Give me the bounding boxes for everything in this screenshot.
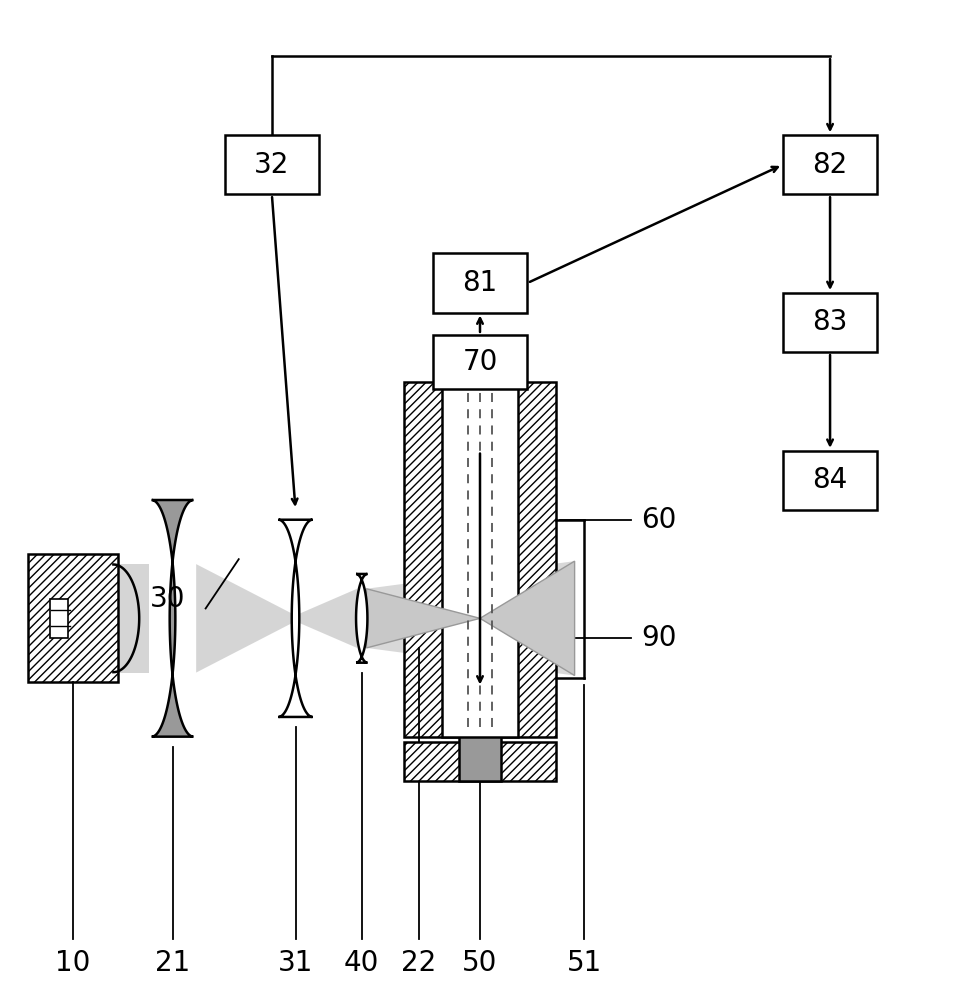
Polygon shape (367, 589, 480, 648)
Polygon shape (296, 589, 357, 648)
Text: 90: 90 (641, 624, 677, 652)
Text: 83: 83 (812, 308, 848, 336)
Text: 22: 22 (401, 949, 436, 977)
Polygon shape (367, 589, 480, 648)
Bar (782, 293, 877, 352)
Polygon shape (367, 561, 575, 676)
Bar (433, 335, 527, 389)
Text: 81: 81 (463, 269, 497, 297)
Bar (28, 554, 118, 682)
Bar (404, 742, 556, 781)
Text: 31: 31 (277, 949, 313, 977)
Polygon shape (480, 561, 575, 676)
Text: 50: 50 (463, 949, 497, 977)
Text: 21: 21 (155, 949, 190, 977)
Text: 30: 30 (150, 585, 185, 613)
Bar (50, 599, 68, 638)
Polygon shape (356, 574, 368, 663)
Text: 60: 60 (641, 506, 676, 534)
Polygon shape (480, 561, 575, 676)
Bar (404, 382, 556, 737)
Bar (433, 253, 527, 313)
Bar (404, 742, 556, 781)
Bar (28, 554, 118, 682)
Text: 70: 70 (463, 348, 497, 376)
Text: 40: 40 (344, 949, 379, 977)
Polygon shape (152, 500, 193, 737)
Polygon shape (118, 564, 149, 673)
Text: 10: 10 (56, 949, 91, 977)
Text: 82: 82 (812, 151, 848, 179)
Bar (782, 451, 877, 510)
Bar (225, 135, 319, 194)
Bar (459, 707, 501, 781)
Text: 32: 32 (254, 151, 290, 179)
Bar (404, 382, 556, 737)
Bar (782, 135, 877, 194)
Polygon shape (196, 564, 296, 673)
Text: 51: 51 (566, 949, 602, 977)
Bar (443, 382, 517, 737)
Text: 84: 84 (812, 466, 848, 494)
Polygon shape (278, 520, 313, 717)
